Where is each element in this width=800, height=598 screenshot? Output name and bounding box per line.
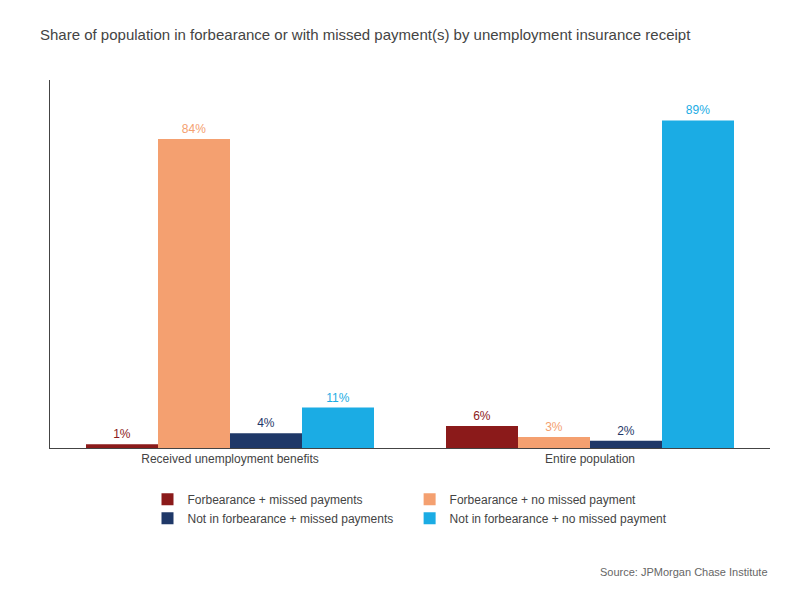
svg-text:3%: 3%	[545, 420, 563, 434]
svg-text:2%: 2%	[617, 424, 635, 438]
svg-text:Share of population in forbear: Share of population in forbearance or wi…	[40, 26, 691, 43]
svg-text:Not in forbearance + missed pa: Not in forbearance + missed payments	[188, 512, 394, 526]
svg-text:Forbearance + no missed paymen: Forbearance + no missed payment	[450, 493, 636, 507]
svg-text:6%: 6%	[473, 409, 491, 423]
svg-text:Source: JPMorgan Chase Institu: Source: JPMorgan Chase Institute	[600, 566, 768, 578]
svg-text:89%: 89%	[686, 103, 710, 117]
svg-text:Not in forbearance + no missed: Not in forbearance + no missed payment	[450, 512, 667, 526]
svg-text:11%: 11%	[326, 391, 349, 405]
svg-text:Forbearance + missed payments: Forbearance + missed payments	[188, 493, 363, 507]
svg-text:Entire population: Entire population	[545, 452, 635, 466]
svg-text:4%: 4%	[257, 416, 275, 430]
svg-text:Received unemployment benefits: Received unemployment benefits	[141, 452, 318, 466]
svg-text:84%: 84%	[182, 122, 206, 136]
svg-text:1%: 1%	[113, 427, 131, 441]
